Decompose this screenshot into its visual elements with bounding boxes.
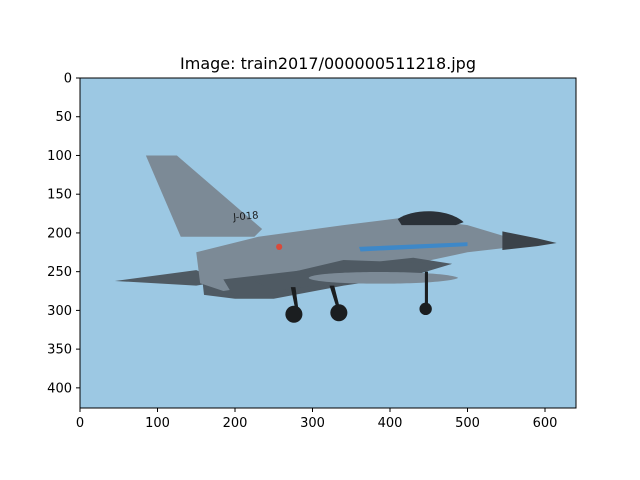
roundel bbox=[276, 243, 283, 250]
y-tick-label: 50 bbox=[55, 110, 72, 125]
jet-stripe bbox=[359, 242, 468, 252]
y-tick-label: 300 bbox=[47, 304, 72, 319]
y-tick-label: 100 bbox=[47, 149, 72, 164]
y-tick-label: 150 bbox=[47, 188, 72, 203]
axes-frame bbox=[79, 77, 577, 409]
figure-title: Image: train2017/000000511218.jpg bbox=[180, 54, 476, 73]
jet-gear-strut-3 bbox=[424, 271, 428, 307]
jet-nose bbox=[502, 231, 557, 250]
x-tick-label: 200 bbox=[223, 416, 248, 431]
y-tick-label: 400 bbox=[47, 381, 72, 396]
y-tick-label: 0 bbox=[64, 72, 72, 87]
image-axes: J-018 0 100 200 300 400 500 600 0 50 100 150 200 25… bbox=[47, 72, 577, 431]
x-tick-label: 100 bbox=[145, 416, 170, 431]
x-tick-label: 0 bbox=[76, 416, 84, 431]
y-tick-label: 200 bbox=[47, 226, 72, 241]
jet-gear-strut-1 bbox=[290, 287, 299, 311]
x-tick-label: 400 bbox=[378, 416, 403, 431]
tail-code-label: J-018 bbox=[232, 210, 259, 223]
x-tick-label: 500 bbox=[455, 416, 480, 431]
x-tick-label: 600 bbox=[533, 416, 558, 431]
y-axis: 0 50 100 150 200 250 300 350 400 bbox=[47, 72, 80, 396]
x-axis: 0 100 200 300 400 500 600 bbox=[76, 408, 558, 431]
jet-wheel-3 bbox=[419, 302, 432, 316]
jet-wheel-1 bbox=[285, 305, 303, 323]
y-tick-label: 350 bbox=[47, 343, 72, 358]
f16-fighter-jet-icon: J-018 bbox=[114, 155, 557, 323]
jet-hstab bbox=[114, 270, 224, 286]
y-tick-label: 250 bbox=[47, 265, 72, 280]
jet-gear-strut-2 bbox=[329, 285, 341, 311]
x-tick-label: 300 bbox=[300, 416, 325, 431]
jet-canopy bbox=[397, 211, 464, 226]
jet-tank bbox=[308, 272, 459, 284]
jet-fin bbox=[145, 155, 263, 237]
jet-wheel-2 bbox=[330, 304, 348, 322]
